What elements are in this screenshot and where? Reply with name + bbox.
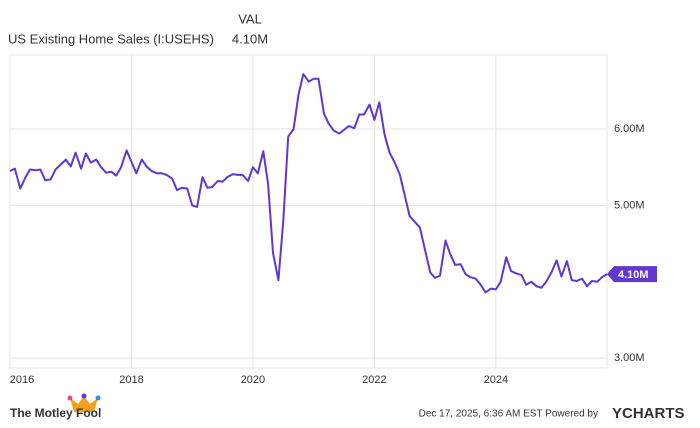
- chart-title: US Existing Home Sales (I:USEHS): [8, 31, 214, 46]
- provider: YCHARTS: [612, 405, 685, 422]
- motley-fool-logo: [67, 393, 101, 412]
- brand: The Motley Fool: [10, 406, 101, 420]
- plot-border: [9, 54, 608, 369]
- y-tick-label: 6.00M: [614, 123, 645, 135]
- x-tick-label: 2020: [241, 374, 265, 386]
- last-value-label: 4.10M: [618, 269, 649, 281]
- x-tick-label: 2024: [484, 374, 508, 386]
- x-tick-label: 2016: [10, 374, 34, 386]
- last-value-badge: [607, 266, 657, 283]
- y-tick-label: 3.00M: [614, 352, 645, 364]
- header-value: 4.10M: [232, 31, 268, 46]
- timestamp: Dec 17, 2025, 6:36 AM EST Powered by: [419, 409, 598, 420]
- x-tick-label: 2022: [362, 374, 386, 386]
- value-heading: VAL: [238, 11, 262, 26]
- data-line: [9, 73, 608, 294]
- y-tick-label: 5.00M: [614, 199, 645, 211]
- x-tick-label: 2018: [119, 374, 143, 386]
